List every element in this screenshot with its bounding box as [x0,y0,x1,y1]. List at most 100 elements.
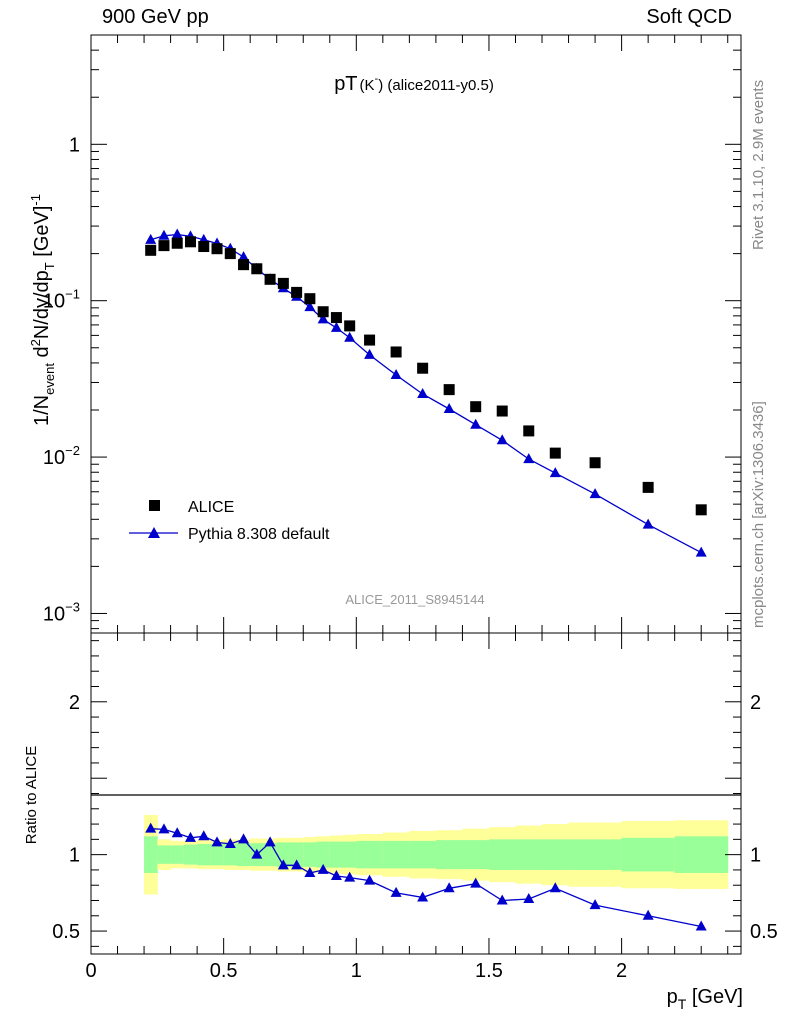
ratio-band-inner [223,843,238,866]
pythia-ratio-point [364,874,376,885]
alice-point [364,334,376,346]
pythia-point [238,251,250,262]
pythia-ratio-point [330,870,342,881]
pythia-point [158,229,170,240]
alice-point [330,312,342,324]
pythia-point [344,331,356,342]
main-plot-data [145,228,707,557]
ratio-plot-data [145,822,707,931]
pythia-point [523,453,535,464]
pythia-ratio-point [443,882,455,893]
pythia-ratio-point [145,822,157,833]
ratio-y-tick-label: 0.5 [52,921,80,943]
alice-point [589,457,601,469]
alice-point [145,244,157,256]
ratio-band-inner [236,843,251,867]
ratio-y-tick-label-right: 1 [750,845,761,867]
ratio-y-tick-label-right: 2 [750,692,761,714]
ratio-band-inner [462,840,490,870]
pythia-point [496,434,508,445]
pythia-point [390,368,402,379]
pythia-ratio-point [496,894,508,905]
x-tick-label: 0.5 [210,960,238,982]
pythia-point [549,467,561,478]
pythia-point [364,348,376,359]
alice-point [304,293,316,305]
ratio-band-inner [356,840,384,869]
pythia-ratio-point [695,920,707,931]
alice-point [523,425,535,437]
pythia-point [589,488,601,499]
pythia-point [171,228,183,239]
pythia-ratio-point [211,836,223,847]
ratio-band-inner [409,840,437,869]
header-right-label: Soft QCD [646,6,732,28]
ratio-y-axis-label: Ratio to ALICE [23,746,40,844]
alice-point [317,306,329,318]
ratio-plot-frame [90,632,742,955]
ratio-band-inner [435,840,463,870]
legend-marker-pythia [148,527,160,538]
alice-point [549,447,561,459]
plot-title: pT (K-) (alice2011-y0.5) [334,73,494,95]
ratio-band-inner [197,843,211,866]
pythia-ratio-point [224,837,236,848]
main-plot-frame [90,34,742,634]
alice-point [443,384,455,396]
ratio-band-inner [289,842,304,867]
ratio-band-inner [343,841,357,868]
ratio-band-inner [210,843,225,866]
ratio-y-tick-label: 1 [69,845,80,867]
ratio-band-inner [329,841,344,868]
analysis-watermark: ALICE_2011_S8945144 [345,592,484,607]
legend-label-alice: ALICE [188,499,234,516]
pythia-point [317,313,329,324]
ratio-band-inner [542,839,570,870]
ratio-uncertainty-bands [144,814,729,895]
pythia-point [417,388,429,399]
pythia-ratio-point [523,892,535,903]
main-y-tick-label: 10−2 [43,443,80,469]
pythia-point [330,321,342,332]
pythia-ratio-point [390,886,402,897]
ratio-band-inner [488,839,516,870]
pythia-ratio-point [344,871,356,882]
alice-point [695,504,707,516]
alice-point [470,401,482,413]
main-y-tick-label: 1 [69,134,80,156]
legend: ALICE Pythia 8.308 default [129,499,330,543]
ratio-band-inner [170,845,185,864]
alice-point [158,240,170,252]
alice-point [417,362,429,374]
alice-point [238,259,250,271]
pythia-ratio-point [417,891,429,902]
pythia-ratio-point [171,827,183,838]
alice-point [171,237,183,249]
pythia-ratio-point [184,831,196,842]
pythia-ratio-point [277,859,289,870]
pythia-ratio-point [238,833,250,844]
ratio-band-inner [316,841,331,868]
alice-point [184,236,196,248]
pythia-ratio-point [304,866,316,877]
pythia-point [642,518,654,529]
mcplots-label: mcplots.cern.ch [arXiv:1306.3436] [750,401,767,628]
x-axis-label: pT [GeV] [667,986,743,1012]
pythia-point [304,301,316,312]
ratio-band-inner [157,845,172,864]
main-y-tick-label: 10−1 [43,287,80,313]
pythia-ratio-point [549,882,561,893]
pythia-point [443,402,455,413]
x-tick-label: 1 [351,960,362,982]
pythia-ratio-point [198,830,210,841]
pythia-ratio-point [589,899,601,910]
pythia-point [470,418,482,429]
ratio-band-inner [621,837,676,872]
x-tick-label: 1.5 [475,960,503,982]
header-left-label: 900 GeV pp [102,6,209,28]
x-tick-label: 0 [85,960,96,982]
alice-point [291,286,303,298]
x-tick-label: 2 [616,960,627,982]
alice-point [224,248,236,260]
